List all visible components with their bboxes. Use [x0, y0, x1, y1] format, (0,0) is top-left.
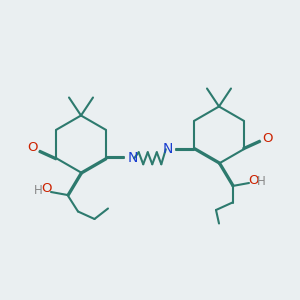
- Text: O: O: [262, 132, 273, 145]
- Text: O: O: [27, 141, 38, 154]
- Text: O: O: [248, 173, 259, 187]
- Text: O: O: [41, 182, 52, 196]
- Text: H: H: [257, 175, 266, 188]
- Text: N: N: [128, 151, 138, 165]
- Text: N: N: [162, 142, 172, 156]
- Text: H: H: [34, 184, 43, 197]
